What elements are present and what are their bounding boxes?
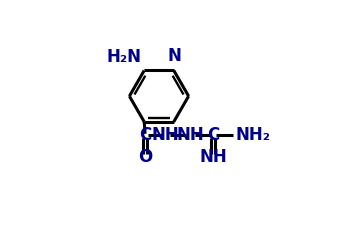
Text: NH: NH [199,148,227,166]
Text: N: N [168,48,182,65]
Text: C: C [139,126,151,144]
Text: NH: NH [177,126,205,144]
Text: NH: NH [152,126,180,144]
Text: C: C [207,126,219,144]
Text: O: O [138,148,152,166]
Text: NH₂: NH₂ [235,126,270,144]
Text: H₂N: H₂N [106,48,142,66]
